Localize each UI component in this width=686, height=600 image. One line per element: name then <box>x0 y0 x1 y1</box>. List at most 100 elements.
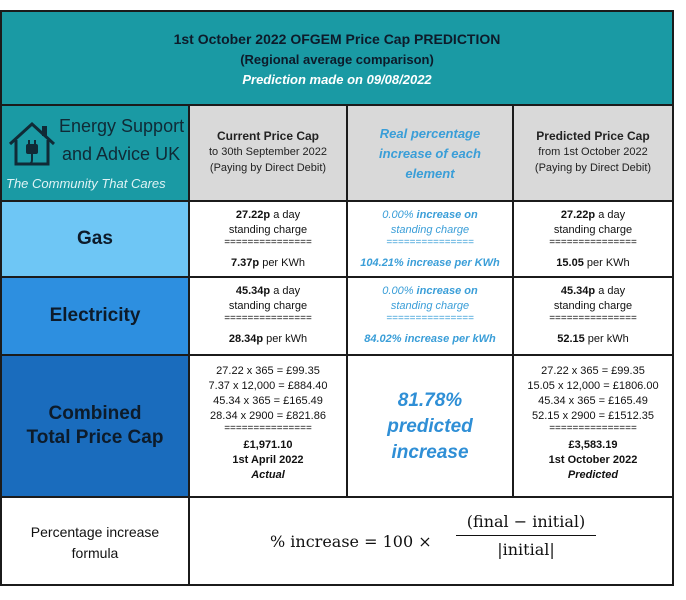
column-header-increase: Real percentage increase of each element <box>348 106 514 202</box>
combined-increase-line3: increase <box>391 442 469 463</box>
column-predicted-payment: (Paying by Direct Debit) <box>534 162 652 174</box>
electricity-predicted-standing-value: 45.34p <box>560 285 596 297</box>
combined-current-elec-unit: 28.34 x 2900 = £821.86 <box>210 410 326 422</box>
formula: % increase = 100 × (final − initial) |in… <box>190 498 672 584</box>
formula-label-line2: formula <box>71 545 119 561</box>
electricity-label: Electricity <box>49 305 141 326</box>
column-increase-line1: Real percentage <box>379 126 481 141</box>
row-label-combined: Combined Total Price Cap <box>2 356 190 498</box>
combined-label-line2: Total Price Cap <box>26 427 164 448</box>
gas-standing-pct-label: standing charge <box>390 224 470 236</box>
column-current-payment: (Paying by Direct Debit) <box>209 162 327 174</box>
table-title: 1st October 2022 OFGEM Price Cap PREDICT… <box>173 31 501 47</box>
electricity-predicted-cell: 45.34p a day standing charge ===========… <box>514 278 672 356</box>
electricity-standing-pct-suffix: increase on <box>413 285 478 297</box>
combined-label-line1: Combined <box>48 403 142 424</box>
gas-standing-pct: 0.00% <box>382 209 414 221</box>
price-cap-table: 1st October 2022 OFGEM Price Cap PREDICT… <box>0 10 674 586</box>
combined-increase-value: 81.78% <box>397 390 463 411</box>
combined-current-cell: 27.22 x 365 = £99.35 7.37 x 12,000 = £88… <box>190 356 348 498</box>
electricity-current-standing-value: 45.34p <box>235 285 271 297</box>
logo-tagline: The Community That Cares <box>6 176 166 191</box>
house-plug-icon <box>8 121 56 166</box>
electricity-standing-pct: 0.00% <box>382 285 414 297</box>
electricity-current-standing-suffix: a day <box>270 285 301 297</box>
gas-predicted-standing-value: 27.22p <box>560 209 596 221</box>
separator: =============== <box>386 237 474 248</box>
combined-predicted-elec-unit: 52.15 x 2900 = £1512.35 <box>531 410 655 422</box>
electricity-predicted-standing-label: standing charge <box>553 300 633 312</box>
combined-predicted-gas-standing: 27.22 x 365 = £99.35 <box>541 365 645 377</box>
gas-current-cell: 27.22p a day standing charge ===========… <box>190 202 348 278</box>
separator: =============== <box>224 423 312 434</box>
electricity-current-standing-label: standing charge <box>228 300 308 312</box>
electricity-unit-pct-suffix: increase per kWh <box>401 333 496 345</box>
row-label-electricity: Electricity <box>2 278 190 356</box>
column-header-current: Current Price Cap to 30th September 2022… <box>190 106 348 202</box>
combined-predicted-gas-unit: 15.05 x 12,000 = £1806.00 <box>527 380 659 392</box>
formula-label-line1: Percentage increase <box>30 524 160 540</box>
gas-predicted-cell: 27.22p a day standing charge ===========… <box>514 202 672 278</box>
gas-current-standing-value: 27.22p <box>235 209 271 221</box>
formula-label: Percentage increase formula <box>2 498 190 584</box>
gas-current-standing-suffix: a day <box>270 209 301 221</box>
combined-current-gas-unit: 7.37 x 12,000 = £884.40 <box>208 380 328 392</box>
table-header: 1st October 2022 OFGEM Price Cap PREDICT… <box>2 12 672 106</box>
separator: =============== <box>386 313 474 324</box>
row-label-gas: Gas <box>2 202 190 278</box>
combined-current-total: £1,971.10 <box>243 439 293 451</box>
formula-numerator: (final − initial) <box>456 512 596 536</box>
gas-unit-pct: 104.21% <box>360 257 404 269</box>
column-increase-line2: increase of each <box>379 146 481 161</box>
electricity-predicted-unit-value: 52.15 <box>557 333 585 345</box>
column-increase-line3: element <box>405 166 455 181</box>
electricity-current-unit-suffix: per kWh <box>263 333 308 345</box>
gas-increase-cell: 0.00% increase on standing charge ======… <box>348 202 514 278</box>
electricity-predicted-unit-suffix: per kWh <box>584 333 629 345</box>
gas-current-standing-label: standing charge <box>228 224 308 236</box>
column-current-period: to 30th September 2022 <box>208 146 328 158</box>
combined-current-date: 1st April 2022 <box>232 454 304 466</box>
combined-increase-cell: 81.78% predicted increase <box>348 356 514 498</box>
electricity-standing-pct-label: standing charge <box>390 300 470 312</box>
combined-current-status: Actual <box>251 469 285 481</box>
electricity-unit-pct: 84.02% <box>364 333 402 345</box>
combined-predicted-cell: 27.22 x 365 = £99.35 15.05 x 12,000 = £1… <box>514 356 672 498</box>
electricity-current-unit-value: 28.34p <box>228 333 264 345</box>
electricity-current-cell: 45.34p a day standing charge ===========… <box>190 278 348 356</box>
gas-predicted-unit-value: 15.05 <box>556 257 584 269</box>
gas-predicted-unit-suffix: per KWh <box>583 257 630 269</box>
gas-current-unit-suffix: per KWh <box>259 257 305 269</box>
combined-current-elec-standing: 45.34 x 365 = £165.49 <box>213 395 323 407</box>
combined-predicted-total: £3,583.19 <box>568 439 618 451</box>
gas-predicted-standing-suffix: a day <box>595 209 626 221</box>
combined-current-gas-standing: 27.22 x 365 = £99.35 <box>216 365 320 377</box>
logo-name-line2: and Advice UK <box>62 144 181 164</box>
combined-increase-line2: predicted <box>387 416 473 437</box>
gas-label: Gas <box>77 228 113 249</box>
gas-unit-pct-suffix: increase per KWh <box>403 257 500 269</box>
prediction-date: Prediction made on 09/08/2022 <box>242 72 432 87</box>
formula-denominator: |initial| <box>497 540 555 559</box>
column-predicted-title: Predicted Price Cap <box>536 129 650 143</box>
combined-predicted-date: 1st October 2022 <box>548 454 638 466</box>
column-predicted-period: from 1st October 2022 <box>538 146 648 158</box>
separator: =============== <box>549 423 637 434</box>
column-current-title: Current Price Cap <box>216 129 320 143</box>
combined-predicted-elec-standing: 45.34 x 365 = £165.49 <box>538 395 648 407</box>
table-subtitle: (Regional average comparison) <box>240 52 434 67</box>
gas-current-unit-value: 7.37p <box>231 257 260 269</box>
electricity-predicted-standing-suffix: a day <box>595 285 626 297</box>
logo-name-line1: Energy Support <box>59 116 185 136</box>
formula-lhs: % increase = 100 × <box>270 532 432 551</box>
separator: =============== <box>549 237 637 248</box>
combined-predicted-status: Predicted <box>567 469 619 481</box>
formula-fraction: (final − initial) |initial| <box>456 512 596 559</box>
logo: Energy Support and Advice UK The Communi… <box>2 106 190 202</box>
gas-standing-pct-suffix: increase on <box>413 209 478 221</box>
separator: =============== <box>224 313 312 324</box>
column-header-predicted: Predicted Price Cap from 1st October 202… <box>514 106 672 202</box>
gas-predicted-standing-label: standing charge <box>553 224 633 236</box>
separator: =============== <box>549 313 637 324</box>
separator: =============== <box>224 237 312 248</box>
